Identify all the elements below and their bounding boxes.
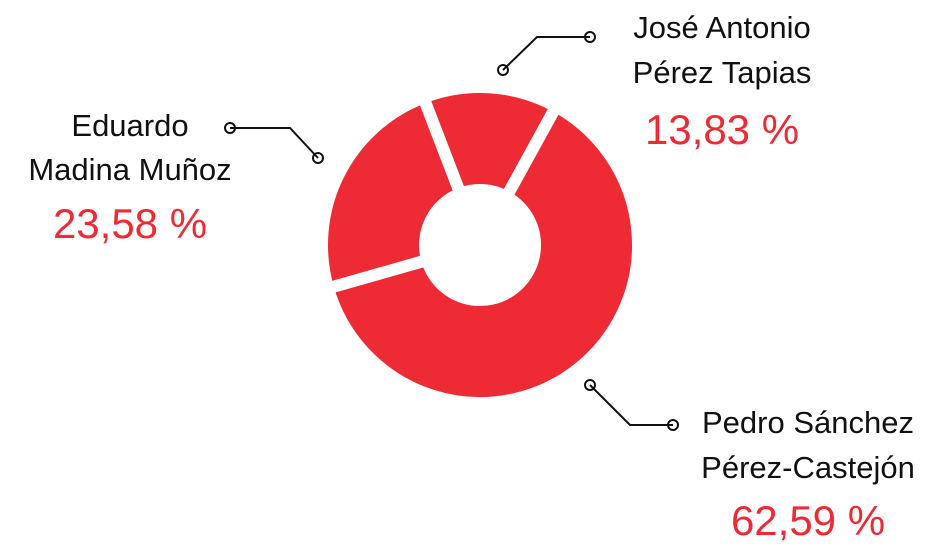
leader-dot	[312, 152, 324, 164]
leader-dot	[224, 122, 236, 134]
leader-line	[589, 384, 673, 426]
leader-dot	[667, 419, 679, 431]
value-label: 13,83 %	[645, 106, 799, 153]
slice-label: Eduardo	[71, 108, 188, 143]
slice-label: José Antonio	[633, 10, 811, 45]
donut-slice	[316, 89, 469, 296]
leader-dot	[497, 64, 509, 76]
donut-slice	[320, 98, 644, 409]
slice-label: Madina Muñoz	[28, 152, 231, 187]
leader-line	[230, 127, 319, 159]
slice-label: Pérez-Castejón	[701, 450, 915, 485]
slice-label: Pérez Tapias	[633, 55, 812, 90]
value-label: 62,59 %	[731, 497, 885, 544]
slice-label: Pedro Sánchez	[702, 405, 914, 440]
leader-dot	[584, 379, 596, 391]
leader-line	[502, 36, 590, 71]
value-label: 23,58 %	[53, 200, 207, 247]
leader-dot	[584, 31, 596, 43]
